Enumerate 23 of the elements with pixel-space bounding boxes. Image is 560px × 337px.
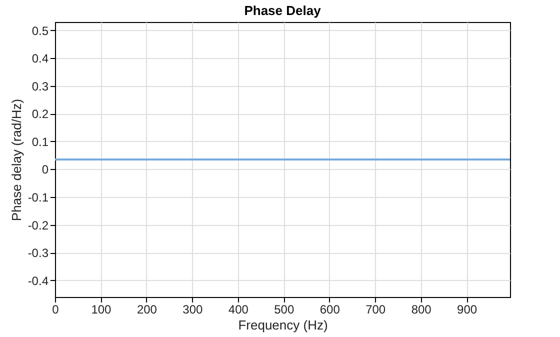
- x-tick-label: 400: [228, 302, 249, 316]
- y-tick-label: -0.4: [28, 274, 49, 288]
- x-tick-label: 300: [182, 302, 204, 316]
- x-tick-label: 900: [457, 302, 478, 316]
- y-tick-label: 0.2: [32, 107, 49, 122]
- y-tick-label: 0.1: [32, 134, 49, 149]
- x-tick-label: 700: [366, 302, 386, 316]
- y-tick-label: -0.1: [28, 190, 49, 204]
- y-tick-label: 0.3: [32, 79, 49, 94]
- x-tick-label: 100: [91, 302, 112, 316]
- y-tick-label: 0.5: [32, 24, 49, 38]
- x-tick-label: 0: [52, 302, 60, 316]
- chart-title: Phase Delay: [244, 3, 322, 18]
- x-tick-label: 500: [274, 302, 294, 316]
- y-tick-label: -0.2: [28, 218, 49, 232]
- x-axis-title: Frequency (Hz): [238, 318, 328, 332]
- y-tick-label: 0: [42, 162, 49, 177]
- y-tick-label: 0.4: [32, 52, 49, 66]
- y-tick-label: -0.3: [28, 246, 49, 260]
- x-tick-label: 600: [320, 302, 340, 316]
- y-axis-title: Phase delay (rad/Hz): [8, 98, 24, 222]
- x-tick-label: 800: [411, 302, 432, 316]
- x-tick-label: 200: [136, 302, 158, 316]
